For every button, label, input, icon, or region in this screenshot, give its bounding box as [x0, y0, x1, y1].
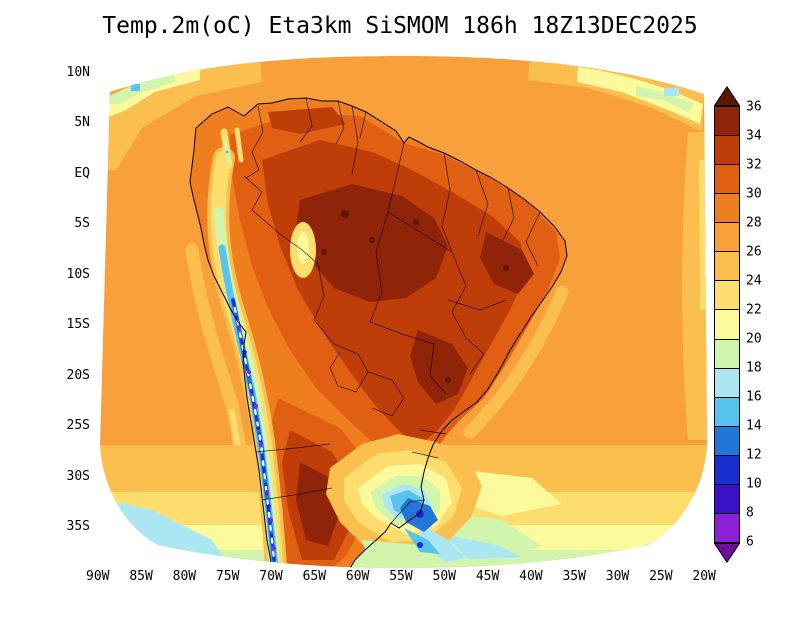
- lon-tick-label: 85W: [129, 569, 153, 584]
- lat-tick-label: 15S: [66, 317, 90, 333]
- colorbar-tick-label: 6: [746, 534, 754, 550]
- lon-tick-label: 30W: [605, 569, 630, 584]
- colorbar-cell: [715, 194, 739, 224]
- colorbar-tick-label: 10: [746, 476, 762, 492]
- colorbar-tick-label: 22: [746, 302, 762, 318]
- lat-tick-label: 35S: [66, 518, 90, 534]
- colorbar-tick-label: 16: [746, 389, 762, 405]
- colorbar: [714, 106, 740, 543]
- colorbar-cell: [715, 484, 739, 514]
- longitude-axis: 90W 85W 80W 75W 70W 65W 60W 55W 50W 45W 40W 35W 30W 2…: [86, 570, 716, 584]
- colorbar-cell: [715, 455, 739, 485]
- latitude-axis: 10N 5N EQ 5S 10S 15S 20S 25S 30S 35S: [50, 66, 90, 534]
- colorbar-tick-label: 18: [746, 360, 762, 376]
- lat-tick-label: 30S: [66, 468, 90, 484]
- lon-tick-label: 20W: [692, 569, 716, 584]
- colorbar-tick-label: 30: [746, 186, 762, 202]
- lat-tick-label: 10N: [66, 65, 90, 80]
- colorbar-tick-label: 28: [746, 215, 762, 231]
- andes-cold-band: [207, 127, 287, 568]
- lon-tick-label: 40W: [519, 569, 543, 584]
- colorbar-tick-label: 24: [746, 273, 762, 289]
- lon-tick-label: 45W: [475, 569, 500, 584]
- colorbar-over-arrow: [714, 86, 740, 106]
- colorbar-cell: [715, 281, 739, 311]
- colorbar-cell: [715, 252, 739, 282]
- lon-tick-label: 55W: [389, 569, 413, 584]
- colorbar-cell: [715, 310, 739, 340]
- colorbar-cell: [715, 426, 739, 456]
- lon-tick-label: 35W: [562, 569, 586, 584]
- colorbar-tick-label: 8: [746, 505, 754, 521]
- southern-cool-pocket: [326, 434, 482, 566]
- lat-tick-label: 20S: [66, 367, 90, 383]
- colorbar-cell: [715, 165, 739, 195]
- lat-tick-label: 5S: [74, 216, 90, 232]
- colorbar-cell: [715, 368, 739, 398]
- lon-tick-label: 65W: [302, 569, 327, 584]
- lon-tick-label: 25W: [649, 569, 673, 584]
- colorbar-tick-label: 20: [746, 331, 762, 347]
- lat-tick-label: 25S: [66, 418, 90, 434]
- colorbar-cell: [715, 136, 739, 166]
- colorbar-labels: 36 34 32 30 28 26 24 22 20 18 16 14 12 10 8 6: [746, 100, 780, 571]
- colorbar-tick-label: 26: [746, 244, 762, 260]
- lon-tick-label: 50W: [432, 569, 456, 584]
- south-america-coastline-path: [189, 97, 568, 568]
- colorbar-cell: [715, 339, 739, 369]
- coastline: [189, 97, 568, 568]
- colorbar-tick-label: 34: [746, 128, 762, 144]
- plot-title: Temp.2m(oC) Eta3km SiSMOM 186h 18Z13DEC2…: [102, 13, 698, 39]
- continent-temperature-fill: [190, 98, 567, 568]
- colorbar-cell: [715, 513, 739, 542]
- lat-tick-label: 5N: [74, 115, 90, 131]
- internal-borders: [243, 97, 541, 524]
- colorbar-cell: [715, 107, 739, 137]
- lon-tick-label: 60W: [345, 569, 370, 584]
- colorbar-tick-label: 36: [746, 99, 762, 115]
- colorbar-cell: [715, 397, 739, 427]
- colorbar-tick-label: 14: [746, 418, 762, 434]
- colorbar-under-arrow: [714, 543, 740, 563]
- lat-tick-label: EQ: [74, 165, 90, 181]
- colorbar-tick-label: 12: [746, 447, 762, 463]
- lon-tick-label: 80W: [172, 569, 197, 584]
- colorbar-tick-label: 32: [746, 157, 762, 173]
- lon-tick-label: 75W: [215, 569, 240, 584]
- lat-tick-label: 10S: [66, 266, 90, 282]
- lon-tick-label: 90W: [86, 569, 110, 584]
- colorbar-cell: [715, 223, 739, 253]
- lon-tick-label: 70W: [259, 569, 283, 584]
